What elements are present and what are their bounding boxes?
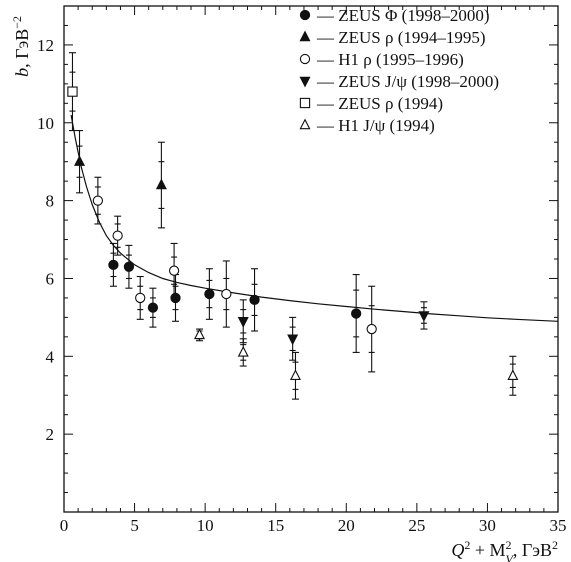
legend-marker xyxy=(299,76,311,88)
y-tick-label: 4 xyxy=(46,347,55,366)
x-tick-label: 20 xyxy=(338,516,355,535)
marker-circle xyxy=(351,308,362,319)
fit-curve-layer xyxy=(70,114,559,322)
x-tick-label: 10 xyxy=(197,516,214,535)
series-1 xyxy=(74,130,167,229)
fit-curve-line xyxy=(70,114,559,322)
legend-marker xyxy=(299,97,311,109)
marker-triangle-up xyxy=(193,328,205,340)
marker-circle xyxy=(92,195,104,206)
marker-circle xyxy=(366,323,377,335)
marker-triangle-up xyxy=(155,178,167,190)
marker-circle xyxy=(249,294,260,306)
x-tick-label: 0 xyxy=(60,516,69,535)
axis-ticks: 0 5 10 15 20 25 30 35 2 4 6 8 10 12 xyxy=(37,6,567,535)
x-tick-label: 15 xyxy=(267,516,284,535)
marker-circle xyxy=(112,230,123,241)
marker-square xyxy=(67,86,78,97)
x-tick-label: 30 xyxy=(479,516,496,535)
marker-circle xyxy=(204,288,215,300)
y-axis-title: b, ГэВ−2 xyxy=(10,16,32,77)
legend-label: — ZEUS ρ (1994) xyxy=(316,94,443,113)
series-5 xyxy=(193,328,519,400)
series-0 xyxy=(108,242,362,353)
legend-marker xyxy=(299,30,311,42)
x-tick-label: 5 xyxy=(130,516,139,535)
marker-circle xyxy=(108,259,119,270)
legend-marker xyxy=(299,118,311,130)
legend: — ZEUS Φ (1998–2000) — ZEUS ρ (1994–1995)… xyxy=(299,6,499,135)
y-tick-label: 6 xyxy=(46,269,55,288)
marker-triangle-down xyxy=(418,311,430,322)
series-3 xyxy=(237,299,430,361)
data-points-layer xyxy=(67,52,519,400)
series-4 xyxy=(67,52,78,132)
legend-label: — H1 J/ψ (1994) xyxy=(316,116,435,135)
marker-triangle-down xyxy=(287,334,299,346)
marker-triangle-up xyxy=(74,155,86,166)
legend-label: — ZEUS J/ψ (1998–2000) xyxy=(316,72,499,91)
y-tick-label: 12 xyxy=(37,36,54,55)
marker-triangle-down xyxy=(237,317,249,328)
x-axis-title: Q2 + M2 V, ГэВ2 xyxy=(451,538,558,562)
marker-circle xyxy=(147,302,159,313)
marker-triangle-up xyxy=(289,369,301,380)
y-tick-label: 2 xyxy=(46,425,55,444)
legend-label: — ZEUS Φ (1998–2000) xyxy=(316,6,490,25)
marker-triangle-up xyxy=(237,345,249,357)
marker-circle xyxy=(221,288,232,300)
marker-circle xyxy=(123,261,135,272)
marker-triangle-up xyxy=(507,369,519,380)
x-tick-label: 25 xyxy=(408,516,425,535)
legend-marker xyxy=(299,53,311,65)
y-tick-label: 8 xyxy=(46,192,55,211)
legend-marker xyxy=(299,9,311,21)
marker-circle xyxy=(168,265,180,276)
legend-label: — H1 ρ (1995–1996) xyxy=(316,50,464,69)
y-tick-label: 10 xyxy=(37,114,54,133)
marker-circle xyxy=(135,292,146,304)
series-2 xyxy=(92,176,377,373)
legend-label: — ZEUS ρ (1994–1995) xyxy=(316,28,486,47)
x-tick-label: 35 xyxy=(550,516,567,535)
